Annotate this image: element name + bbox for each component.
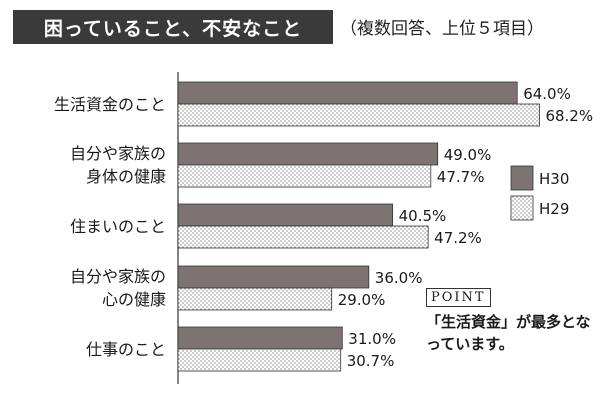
- data-label-h30-2: 40.5%: [399, 207, 447, 225]
- data-label-h29-0: 68.2%: [545, 107, 593, 125]
- legend-label-h30: H30: [539, 170, 569, 188]
- category-label-4-0: 仕事のこと: [86, 340, 166, 359]
- bar-h29-2: [177, 225, 429, 249]
- category-label-1-0: 自分や家族の: [70, 144, 166, 163]
- data-label-h29-1: 47.7%: [437, 168, 485, 186]
- category-label-1-1: 身体の健康: [86, 167, 166, 186]
- bar-h29-0: [177, 103, 540, 127]
- data-label-h30-3: 36.0%: [375, 269, 423, 287]
- data-label-h30-1: 49.0%: [444, 146, 492, 164]
- legend-swatch-h29: [510, 195, 534, 221]
- point-label: POINT: [426, 288, 491, 307]
- chart-subtitle: （複数回答、上位５項目）: [340, 19, 544, 39]
- bar-h29-4: [177, 348, 342, 372]
- point-text: 「生活資金」が最多となっています。: [426, 313, 591, 353]
- category-label-3-1: 心の健康: [102, 290, 166, 309]
- category-label-3-0: 自分や家族の: [70, 267, 166, 286]
- category-label-0-0: 生活資金のこと: [54, 95, 166, 114]
- chart-title-box: 困っていること、不安なこと: [13, 10, 333, 44]
- bar-h30-1: [177, 142, 439, 166]
- point-callout: POINT 「生活資金」が最多となっています。: [426, 286, 596, 355]
- bar-h30-0: [177, 81, 518, 105]
- category-label-2-0: 住まいのこと: [70, 217, 166, 236]
- legend-label-h29: H29: [539, 200, 569, 218]
- bar-h30-2: [177, 203, 394, 227]
- data-label-h29-3: 29.0%: [338, 291, 386, 309]
- data-label-h30-4: 31.0%: [348, 330, 396, 348]
- bar-h30-3: [177, 265, 370, 289]
- bar-h30-4: [177, 326, 343, 350]
- data-label-h30-0: 64.0%: [523, 85, 571, 103]
- legend-swatch-h30: [510, 165, 534, 191]
- chart-title: 困っていること、不安なこと: [43, 17, 303, 40]
- bar-h29-3: [177, 287, 333, 311]
- bar-h29-1: [177, 164, 432, 188]
- data-label-h29-2: 47.2%: [434, 229, 482, 247]
- data-label-h29-4: 30.7%: [347, 352, 395, 370]
